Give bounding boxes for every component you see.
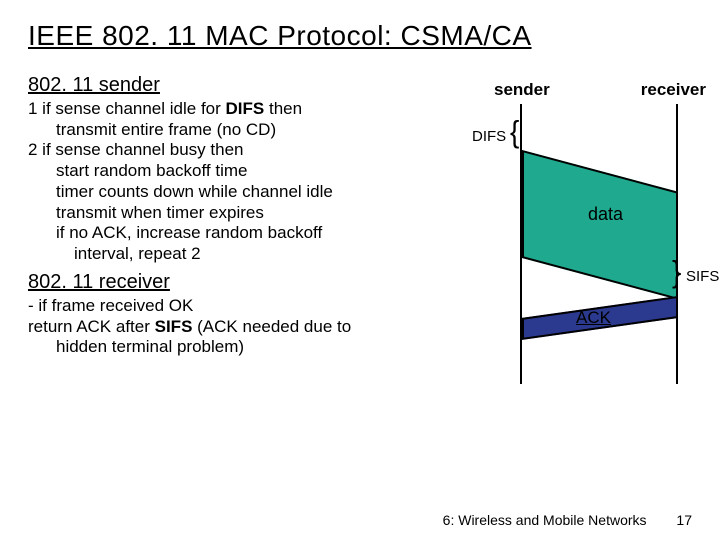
- footer-text: 6: Wireless and Mobile Networks: [443, 512, 647, 528]
- columns: 802. 11 sender 1 if sense channel idle f…: [28, 70, 692, 390]
- recv-line-3: hidden terminal problem): [28, 337, 448, 358]
- footer: 6: Wireless and Mobile Networks 17: [443, 512, 692, 528]
- diagram-sender-label: sender: [494, 80, 550, 100]
- recv-line-1: - if frame received OK: [28, 296, 448, 317]
- slide-title: IEEE 802. 11 MAC Protocol: CSMA/CA: [28, 20, 692, 52]
- sender-body: 1 if sense channel idle for DIFS then tr…: [28, 99, 448, 265]
- difs-brace: {: [510, 114, 519, 149]
- line-2: 2 if sense channel busy then: [28, 140, 448, 161]
- line-2a: start random backoff time: [28, 161, 448, 182]
- line-2e: interval, repeat 2: [28, 244, 448, 265]
- recv-line-2: return ACK after SIFS (ACK needed due to: [28, 317, 448, 338]
- line-1-bold: DIFS: [226, 99, 265, 118]
- receiver-heading: 802. 11 receiver: [28, 271, 448, 294]
- recv-2-bold: SIFS: [155, 317, 193, 336]
- left-column: 802. 11 sender 1 if sense channel idle f…: [28, 70, 448, 390]
- data-label: data: [588, 204, 623, 225]
- receiver-body: - if frame received OK return ACK after …: [28, 296, 448, 358]
- diagram-receiver-label: receiver: [641, 80, 706, 100]
- timing-diagram: sender receiver DIFS { data } SIFS ACK: [448, 70, 708, 390]
- page-number: 17: [676, 512, 692, 528]
- sifs-brace: }: [672, 254, 681, 289]
- line-2b: timer counts down while channel idle: [28, 182, 448, 203]
- sifs-label: SIFS: [686, 268, 719, 285]
- line-1a: transmit entire frame (no CD): [28, 120, 448, 141]
- line-1: 1 if sense channel idle for DIFS then: [28, 99, 448, 120]
- sender-heading: 802. 11 sender: [28, 74, 448, 97]
- recv-2-post: (ACK needed due to: [192, 317, 351, 336]
- line-2c: transmit when timer expires: [28, 203, 448, 224]
- line-2d: if no ACK, increase random backoff: [28, 223, 448, 244]
- recv-2-pre: return ACK after: [28, 317, 155, 336]
- right-column: sender receiver DIFS { data } SIFS ACK: [448, 70, 708, 390]
- slide: IEEE 802. 11 MAC Protocol: CSMA/CA 802. …: [0, 0, 720, 540]
- ack-label: ACK: [576, 308, 611, 328]
- difs-label: DIFS: [472, 128, 506, 145]
- line-1-post: then: [264, 99, 302, 118]
- line-1-pre: 1 if sense channel idle for: [28, 99, 226, 118]
